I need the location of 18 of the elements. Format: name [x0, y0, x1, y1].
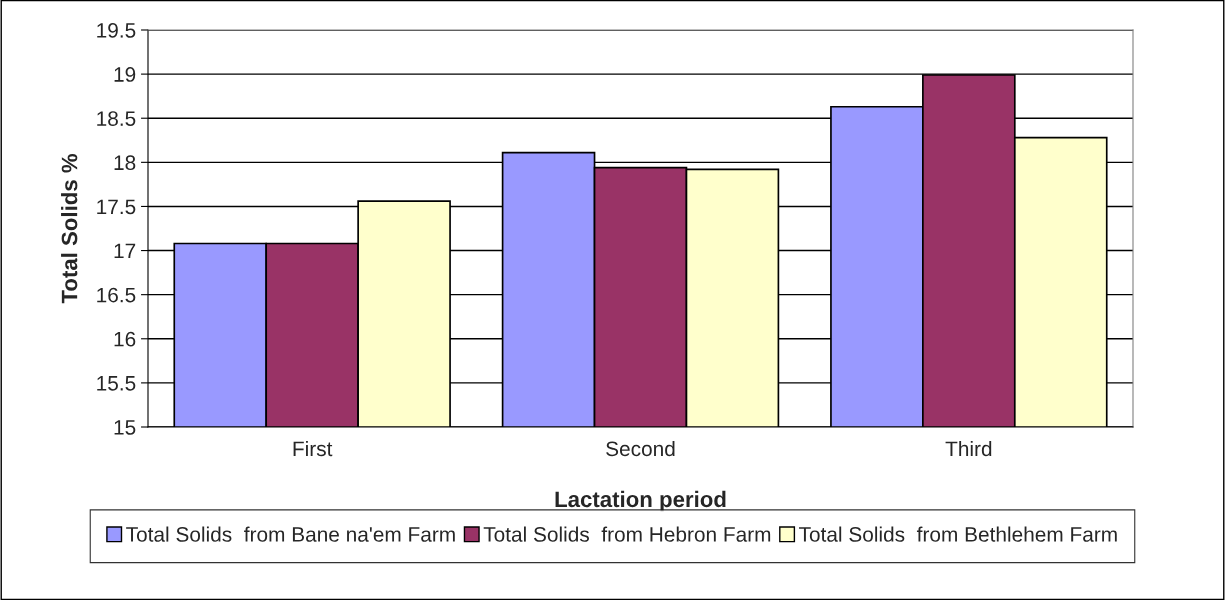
x-tick-label: Third: [945, 440, 992, 457]
x-tick-label: Second: [606, 440, 675, 457]
y-tick-label: 18.5: [97, 111, 136, 126]
y-axis-title: Total Solids %: [61, 153, 78, 304]
y-tick-label: 18: [114, 155, 136, 171]
y-tick-label: 19.5: [97, 23, 136, 38]
y-tick-label: 17.5: [97, 199, 136, 215]
y-tick-label: 19: [114, 67, 136, 82]
legend-label: Total Solids from Hebron Farm: [483, 526, 771, 542]
y-tick-label: 16: [114, 331, 136, 347]
y-tick-label: 15.5: [97, 376, 136, 391]
y-tick-label: 17: [114, 243, 136, 259]
y-tick-label: 15: [114, 420, 136, 435]
y-tick-label: 16.5: [97, 287, 136, 303]
x-tick-label: First: [293, 440, 333, 457]
x-axis-title: Lactation period: [555, 490, 726, 512]
legend-label: Total Solids from Bane na'em Farm: [126, 526, 455, 542]
legend-label: Total Solids from Bethlehem Farm: [799, 526, 1117, 542]
